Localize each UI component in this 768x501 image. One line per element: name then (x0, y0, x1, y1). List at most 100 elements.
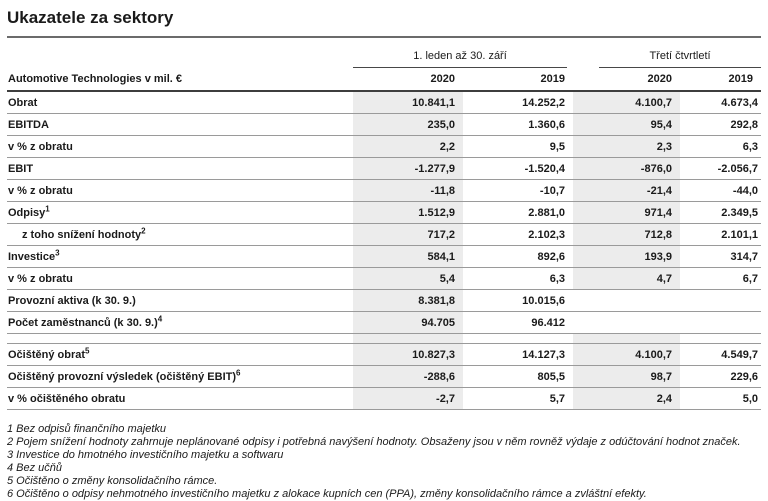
value-cell: 1.512,9 (353, 201, 463, 224)
value-cell: 6,3 (463, 267, 573, 290)
value-cell: 4.100,7 (573, 343, 680, 366)
row-label: Očištěný provozní výsledek (očištěný EBI… (7, 365, 353, 388)
value-cell: 2,4 (573, 387, 680, 410)
footnote-marker: 4 (157, 313, 163, 323)
footnote-marker: 5 (85, 345, 90, 355)
spacer-cell (353, 333, 463, 344)
value-cell: 4.100,7 (573, 91, 680, 114)
table-row: v % z obratu -11,8 -10,7 -21,4 -44,0 (7, 179, 761, 202)
table-row: Odpisy1 1.512,9 2.881,0 971,4 2.349,5 (7, 201, 761, 224)
row-label: v % očištěného obratu (7, 387, 353, 410)
value-cell: 2,2 (353, 135, 463, 158)
value-cell: 805,5 (463, 365, 573, 388)
value-cell: 6,3 (680, 135, 761, 158)
row-label: v % z obratu (7, 179, 353, 202)
column-group-label: Třetí čtvrtletí (599, 50, 761, 68)
value-cell: -10,7 (463, 179, 573, 202)
page-title: Ukazatele za sektory (7, 8, 174, 27)
value-cell: 235,0 (353, 113, 463, 136)
table-row: EBIT -1.277,9 -1.520,4 -876,0 -2.056,7 (7, 157, 761, 180)
value-cell: -2,7 (353, 387, 463, 410)
table-row: EBITDA 235,0 1.360,6 95,4 292,8 (7, 113, 761, 136)
group-header-spacer (7, 50, 353, 68)
table-row: Počet zaměstnanců (k 30. 9.)4 94.705 96.41… (7, 311, 761, 334)
value-cell: 2.101,1 (680, 223, 761, 246)
value-cell: 584,1 (353, 245, 463, 268)
table-row: Obrat 10.841,1 14.252,2 4.100,7 4.673,4 (7, 91, 761, 114)
spacer-cell (7, 333, 353, 344)
title-rule (7, 36, 761, 38)
year-header: 2020 (353, 68, 463, 92)
footnote-line: 1 Bez odpisů finančního majetku (7, 423, 166, 435)
column-group-header-row: 1. leden až 30. září Třetí čtvrtletí (7, 50, 761, 68)
table-row: v % z obratu 2,2 9,5 2,3 6,3 (7, 135, 761, 158)
table-title-cell: Automotive Technologies v mil. € (7, 68, 353, 92)
footnote-line: 4 Bez učňů (7, 462, 63, 474)
year-header: 2019 (680, 68, 761, 92)
value-cell: 6,7 (680, 267, 761, 290)
value-cell (573, 289, 680, 312)
value-cell: 95,4 (573, 113, 680, 136)
value-cell: -11,8 (353, 179, 463, 202)
value-cell: 2.349,5 (680, 201, 761, 224)
row-label: Obrat (7, 91, 353, 114)
value-cell: 96.412 (463, 311, 573, 334)
footnote-line: 3 Investice do hmotného investičního maj… (7, 449, 284, 461)
value-cell: 314,7 (680, 245, 761, 268)
spacer-cell (463, 333, 573, 344)
value-cell: 2.102,3 (463, 223, 573, 246)
column-group-q3: Třetí čtvrtletí (573, 50, 761, 68)
value-cell: 14.127,3 (463, 343, 573, 366)
value-cell: -1.277,9 (353, 157, 463, 180)
row-label: EBIT (7, 157, 353, 180)
value-cell: 2.881,0 (463, 201, 573, 224)
value-cell: -2.056,7 (680, 157, 761, 180)
year-header-row: Automotive Technologies v mil. € 2020 20… (7, 68, 761, 92)
row-label: v % z obratu (7, 267, 353, 290)
value-cell: 5,7 (463, 387, 573, 410)
value-cell: 971,4 (573, 201, 680, 224)
value-cell: -21,4 (573, 179, 680, 202)
spacer-row (7, 333, 761, 344)
table-row: Investice3 584,1 892,6 193,9 314,7 (7, 245, 761, 268)
year-header: 2020 (573, 68, 680, 92)
value-cell (680, 289, 761, 312)
row-label: Odpisy1 (7, 201, 353, 224)
value-cell: 1.360,6 (463, 113, 573, 136)
value-cell: 4,7 (573, 267, 680, 290)
value-cell: -1.520,4 (463, 157, 573, 180)
footnote-marker: 2 (141, 225, 146, 235)
value-cell: 5,4 (353, 267, 463, 290)
table-row: v % očištěného obratu -2,7 5,7 2,4 5,0 (7, 387, 761, 410)
footnote-line: 6 Očištěno o odpisy nehmotného investičn… (7, 488, 647, 500)
footnote-marker: 1 (45, 203, 50, 213)
table-row: z toho snížení hodnoty2 717,2 2.102,3 712,8… (7, 223, 761, 246)
spacer-cell (573, 333, 680, 344)
footnote-marker: 6 (236, 367, 241, 377)
table-row: v % z obratu 5,4 6,3 4,7 6,7 (7, 267, 761, 290)
value-cell: 10.827,3 (353, 343, 463, 366)
year-header: 2019 (463, 68, 573, 92)
value-cell: 8.381,8 (353, 289, 463, 312)
row-label: Investice3 (7, 245, 353, 268)
spacer-cell (680, 333, 761, 344)
column-group-label: 1. leden až 30. září (353, 50, 567, 68)
value-cell: 193,9 (573, 245, 680, 268)
footnotes: 1 Bez odpisů finančního majetku 2 Pojem s… (7, 423, 761, 501)
value-cell: 712,8 (573, 223, 680, 246)
footnote-line: 2 Pojem snížení hodnoty zahrnuje nepláno… (7, 436, 741, 448)
value-cell: 2,3 (573, 135, 680, 158)
value-cell (680, 311, 761, 334)
row-label: EBITDA (7, 113, 353, 136)
value-cell: 892,6 (463, 245, 573, 268)
row-label: Provozní aktiva (k 30. 9.) (7, 289, 353, 312)
value-cell: 4.549,7 (680, 343, 761, 366)
value-cell: 10.015,6 (463, 289, 573, 312)
value-cell: 292,8 (680, 113, 761, 136)
row-label: v % z obratu (7, 135, 353, 158)
sector-indicators-table: 1. leden až 30. září Třetí čtvrtletí Aut… (7, 50, 761, 410)
value-cell: 14.252,2 (463, 91, 573, 114)
value-cell: 4.673,4 (680, 91, 761, 114)
value-cell: 9,5 (463, 135, 573, 158)
row-label: z toho snížení hodnoty2 (7, 223, 353, 246)
